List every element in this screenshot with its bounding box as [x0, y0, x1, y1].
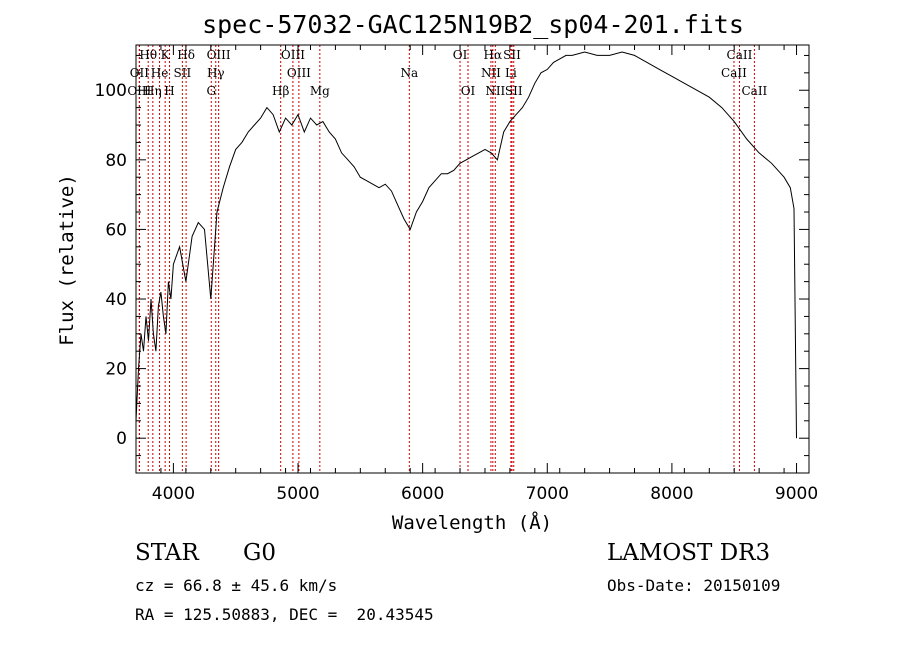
spectral-line-label: SII: [505, 84, 523, 98]
spectral-line-label: He: [151, 66, 169, 80]
spectral-line-label: Hα: [484, 48, 503, 62]
spectral-line-label: Hη: [144, 84, 162, 98]
y-tick-label: 100: [95, 81, 127, 101]
spectral-line-label: H: [164, 84, 174, 98]
spectral-line-label: Hβ: [272, 84, 289, 98]
spectral-line-label: SII: [503, 48, 521, 62]
spectral-line-label: OIII: [287, 66, 311, 80]
y-tick-label: 20: [105, 360, 127, 380]
spectral-line-label: Na: [400, 66, 418, 80]
spectral-line-label: G: [206, 84, 216, 98]
spectral-line-label: Hθ: [139, 48, 157, 62]
y-tick-label: 80: [105, 151, 127, 171]
x-tick-label: 6000: [401, 484, 444, 504]
chart-title: spec-57032-GAC125N19B2_sp04-201.fits: [202, 10, 744, 39]
spectral-line-label: NII: [481, 66, 501, 80]
spectral-line-label: OI: [453, 48, 468, 62]
redshift-text: cz = 66.8 ± 45.6 km/s: [135, 576, 338, 595]
axis-ticks: 4000 5000 6000 7000 8000 9000 0 20 40 60 80 100: [95, 45, 818, 504]
spectral-line-label: OIII: [127, 84, 151, 98]
spectral-line-label: NII: [485, 84, 505, 98]
spectral-line-label: K: [161, 48, 171, 62]
y-tick-label: 60: [105, 220, 127, 240]
spectral-line-label: Hδ: [177, 48, 195, 62]
y-tick-label: 0: [116, 429, 127, 449]
spectral-line-label: Li: [505, 66, 517, 80]
y-axis-label: Flux (relative): [56, 174, 78, 346]
spectral-line-markers: [138, 45, 755, 473]
coordinates-text: RA = 125.50883, DEC = 20.43545: [135, 605, 434, 624]
x-tick-label: 4000: [152, 484, 195, 504]
x-tick-label: 9000: [775, 484, 818, 504]
x-tick-label: 5000: [276, 484, 319, 504]
spectral-line-label: Hγ: [207, 66, 225, 80]
spectral-line-label: CaII: [727, 48, 753, 62]
spectral-line-label: SII: [174, 66, 192, 80]
obs-date-text: Obs-Date: 20150109: [607, 576, 781, 595]
x-tick-label: 8000: [650, 484, 693, 504]
spectrum-line: [135, 51, 797, 439]
spectral-line-label: OIII: [207, 48, 231, 62]
spectral-line-label: CaII: [721, 66, 747, 80]
subclass-label: G0: [243, 540, 277, 566]
spectral-line-label: CaII: [741, 84, 767, 98]
y-tick-label: 40: [105, 290, 127, 310]
spectral-line-label: OIII: [281, 48, 305, 62]
spectral-line-label: OI: [461, 84, 476, 98]
spectral-line-label: Mg: [310, 84, 330, 98]
class-label: STAR: [135, 540, 199, 566]
survey-label: LAMOST DR3: [607, 540, 771, 566]
x-axis-label: Wavelength (Å): [392, 511, 552, 534]
x-tick-label: 7000: [526, 484, 569, 504]
plot-frame: [135, 44, 810, 474]
